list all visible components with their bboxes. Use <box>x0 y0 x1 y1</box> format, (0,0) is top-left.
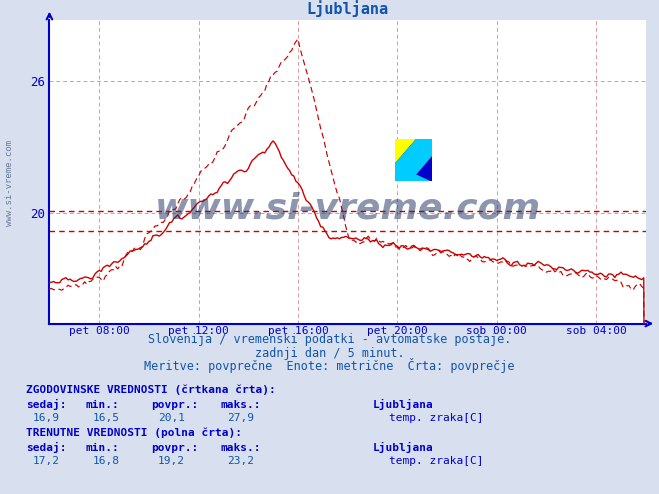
Text: temp. zraka[C]: temp. zraka[C] <box>389 456 483 466</box>
Text: temp. zraka[C]: temp. zraka[C] <box>389 413 483 423</box>
Text: 16,8: 16,8 <box>92 456 119 466</box>
Text: Slovenija / vremenski podatki - avtomatske postaje.: Slovenija / vremenski podatki - avtomats… <box>148 333 511 346</box>
Text: 19,2: 19,2 <box>158 456 185 466</box>
Text: povpr.:: povpr.: <box>152 400 199 410</box>
Text: 23,2: 23,2 <box>227 456 254 466</box>
Text: www.si-vreme.com: www.si-vreme.com <box>5 140 14 226</box>
Text: Ljubljana: Ljubljana <box>372 399 433 410</box>
Text: povpr.:: povpr.: <box>152 443 199 453</box>
Text: min.:: min.: <box>86 443 119 453</box>
Text: www.si-vreme.com: www.si-vreme.com <box>155 191 540 225</box>
Text: 20,1: 20,1 <box>158 413 185 423</box>
Text: Ljubljana: Ljubljana <box>372 442 433 453</box>
Text: 16,9: 16,9 <box>33 413 60 423</box>
Text: min.:: min.: <box>86 400 119 410</box>
Text: sedaj:: sedaj: <box>26 399 67 410</box>
Text: zadnji dan / 5 minut.: zadnji dan / 5 minut. <box>254 347 405 360</box>
Polygon shape <box>395 139 432 181</box>
Text: 16,5: 16,5 <box>92 413 119 423</box>
Title: Ljubljana: Ljubljana <box>306 0 389 17</box>
Text: sedaj:: sedaj: <box>26 442 67 453</box>
Text: ZGODOVINSKE VREDNOSTI (črtkana črta):: ZGODOVINSKE VREDNOSTI (črtkana črta): <box>26 384 276 395</box>
Text: TRENUTNE VREDNOSTI (polna črta):: TRENUTNE VREDNOSTI (polna črta): <box>26 427 243 438</box>
Text: 27,9: 27,9 <box>227 413 254 423</box>
Text: maks.:: maks.: <box>221 400 261 410</box>
Polygon shape <box>395 139 417 164</box>
Text: Meritve: povprečne  Enote: metrične  Črta: povprečje: Meritve: povprečne Enote: metrične Črta:… <box>144 358 515 373</box>
Polygon shape <box>395 139 432 181</box>
Text: 17,2: 17,2 <box>33 456 60 466</box>
Text: maks.:: maks.: <box>221 443 261 453</box>
